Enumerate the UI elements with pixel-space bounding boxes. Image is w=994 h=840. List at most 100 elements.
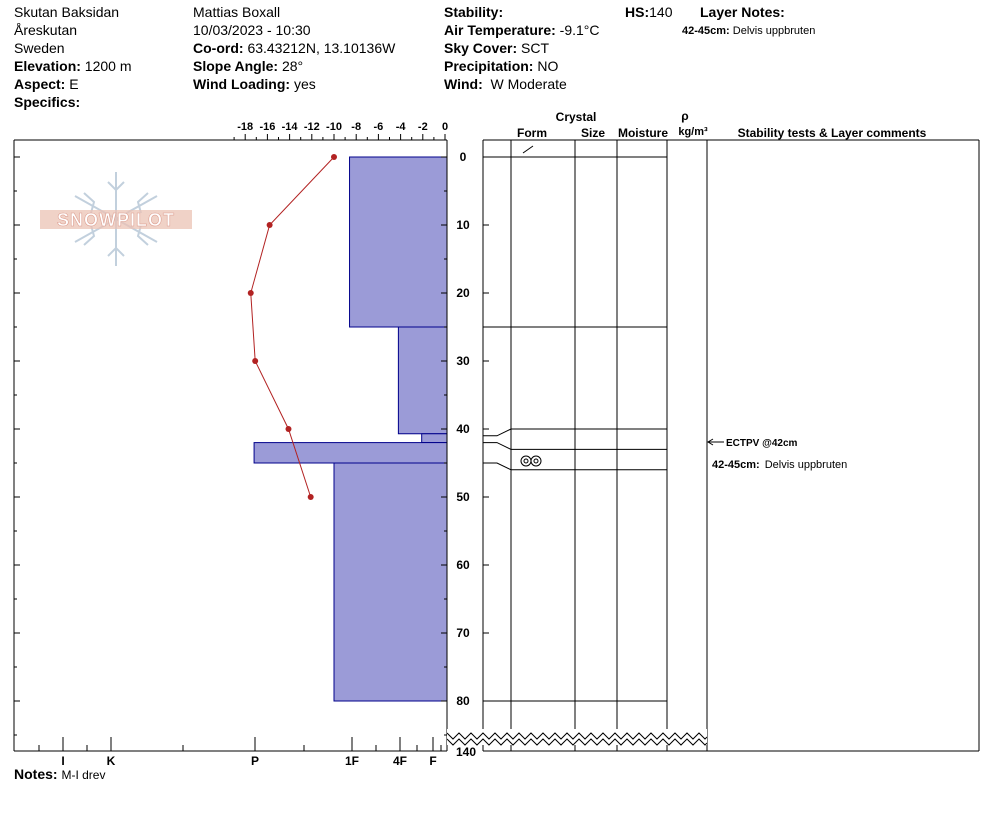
hardness-tick-label: I bbox=[61, 754, 64, 768]
hardness-axis: I K P 1F 4F F bbox=[38, 737, 442, 768]
observer-name: Mattias Boxall bbox=[193, 4, 281, 20]
hardness-tick-label: 4F bbox=[393, 754, 407, 768]
layer-notes-label: Layer Notes: bbox=[700, 4, 785, 20]
temperature-profile bbox=[247, 154, 337, 500]
crystal-header: Crystal bbox=[556, 110, 597, 124]
wind-loading-label: Wind Loading: bbox=[193, 76, 291, 92]
temperature-tick-label: 0 bbox=[442, 121, 448, 133]
hs-label: HS: bbox=[625, 4, 650, 20]
temperature-tick-label: -4 bbox=[396, 121, 407, 133]
temperature-point bbox=[266, 222, 273, 228]
depth-tick-label: 40 bbox=[456, 422, 470, 436]
hardness-layer-bar bbox=[397, 326, 448, 435]
crystal-form-decomposing-icon bbox=[522, 145, 534, 154]
coord-value: 63.43212N, 13.10136W bbox=[247, 40, 396, 56]
elevation-label: Elevation: bbox=[14, 58, 81, 74]
depth-break-marker bbox=[446, 729, 708, 746]
hardness-tick-label: K bbox=[107, 754, 116, 768]
crystal-table bbox=[482, 139, 980, 752]
density-unit-header: kg/m³ bbox=[678, 126, 708, 138]
temperature-tick-label: -16 bbox=[259, 121, 275, 133]
layer-note-depth: 42-45cm: bbox=[682, 25, 730, 37]
stability-test-label: ECTPV @42cm bbox=[726, 438, 798, 449]
table-layer-lines bbox=[483, 156, 667, 702]
notes-row: Notes: M-I drev bbox=[14, 766, 105, 782]
temperature-point bbox=[307, 494, 314, 500]
temperature-tick-label: -18 bbox=[237, 121, 253, 133]
elevation-row: Elevation: 1200 m bbox=[14, 57, 132, 75]
aspect-value: E bbox=[69, 76, 79, 92]
hardness-layer-bar bbox=[333, 462, 448, 702]
crystal-form-rounds-icon bbox=[520, 455, 542, 467]
temperature-point bbox=[252, 358, 259, 364]
stability-row: Stability: bbox=[444, 3, 503, 21]
wind-value: W Moderate bbox=[490, 76, 567, 92]
air-temp-row: Air Temperature: -9.1°C bbox=[444, 21, 600, 39]
density-rho-header: ρ bbox=[681, 109, 688, 123]
precip-label: Precipitation: bbox=[444, 58, 534, 74]
temperature-line bbox=[250, 156, 335, 498]
observation-datetime: 10/03/2023 - 10:30 bbox=[193, 22, 311, 38]
temperature-tick-label: -6 bbox=[374, 121, 384, 133]
table-layer-connector bbox=[483, 442, 512, 450]
air-temp-label: Air Temperature: bbox=[444, 22, 556, 38]
depth-tick-label: 70 bbox=[456, 626, 470, 640]
temperature-point bbox=[285, 426, 292, 432]
layer-notes-row: Layer Notes: bbox=[700, 3, 785, 21]
hardness-layer-bar bbox=[421, 433, 448, 444]
elevation-value: 1200 m bbox=[84, 58, 132, 74]
layer-note-entry: 42-45cm: Delvis uppbruten bbox=[682, 22, 815, 40]
form-header: Form bbox=[517, 126, 547, 140]
temperature-tick-label: -8 bbox=[351, 121, 361, 133]
sky-row: Sky Cover: SCT bbox=[444, 39, 549, 57]
notes-label: Notes: bbox=[14, 766, 58, 782]
hardness-tick-label: F bbox=[429, 754, 436, 768]
depth-bottom-label: 140 bbox=[456, 745, 476, 759]
temperature-axis: -18 -16 -14 -12 -10 -8 -6 -4 -2 0 bbox=[233, 121, 448, 140]
temperature-point bbox=[331, 154, 337, 160]
layer-note-text: Delvis uppbruten bbox=[732, 25, 816, 37]
wind-row: Wind: W Moderate bbox=[444, 75, 567, 93]
layer-comment-text: Delvis uppbruten bbox=[765, 459, 848, 471]
temperature-tick-label: -2 bbox=[418, 121, 428, 133]
region-name: Åreskutan bbox=[14, 22, 78, 38]
layer-comment-depth: 42-45cm: bbox=[712, 459, 760, 471]
coord-row: Co-ord: 63.43212N, 13.10136W bbox=[193, 39, 395, 57]
stability-test-arrow-icon bbox=[707, 438, 724, 446]
depth-tick-label: 0 bbox=[460, 150, 467, 164]
precip-row: Precipitation: NO bbox=[444, 57, 558, 75]
country-name: Sweden bbox=[14, 40, 65, 56]
temperature-point bbox=[247, 290, 254, 296]
precip-value: NO bbox=[537, 58, 559, 74]
depth-tick-label: 10 bbox=[456, 218, 470, 232]
temperature-tick-label: -12 bbox=[304, 121, 320, 133]
aspect-label: Aspect: bbox=[14, 76, 66, 92]
aspect-row: Aspect: E bbox=[14, 75, 79, 93]
depth-axis: 0 10 20 30 40 50 60 70 80 140 bbox=[14, 140, 489, 759]
depth-tick-label: 30 bbox=[456, 354, 470, 368]
layer-comment: 42-45cm: Delvis uppbruten bbox=[712, 459, 847, 471]
temperature-tick-label: -14 bbox=[282, 121, 299, 133]
moisture-header: Moisture bbox=[618, 126, 668, 140]
air-temp-value: -9.1°C bbox=[559, 22, 600, 38]
comments-header: Stability tests & Layer comments bbox=[738, 126, 927, 140]
hardness-layer-bar bbox=[253, 442, 448, 464]
specifics-row: Specifics: bbox=[14, 93, 80, 111]
table-layer-connector bbox=[483, 428, 512, 437]
depth-tick-label: 50 bbox=[456, 490, 470, 504]
specifics-label: Specifics: bbox=[14, 94, 81, 110]
logo-text: SNOWPILOT bbox=[57, 210, 175, 230]
stability-label: Stability: bbox=[444, 4, 504, 20]
slope-value: 28° bbox=[281, 58, 304, 74]
wind-loading-row: Wind Loading: yes bbox=[193, 75, 316, 93]
location-name: Skutan Baksidan bbox=[14, 4, 120, 20]
hs-row: HS:140 bbox=[625, 3, 672, 21]
wind-label: Wind: bbox=[444, 76, 483, 92]
depth-tick-label: 80 bbox=[456, 694, 470, 708]
hardness-tick-label: P bbox=[251, 754, 259, 768]
size-header: Size bbox=[581, 126, 605, 140]
temperature-tick-label: -10 bbox=[326, 121, 342, 133]
hardness-layers bbox=[253, 156, 448, 702]
depth-tick-label: 20 bbox=[456, 286, 470, 300]
